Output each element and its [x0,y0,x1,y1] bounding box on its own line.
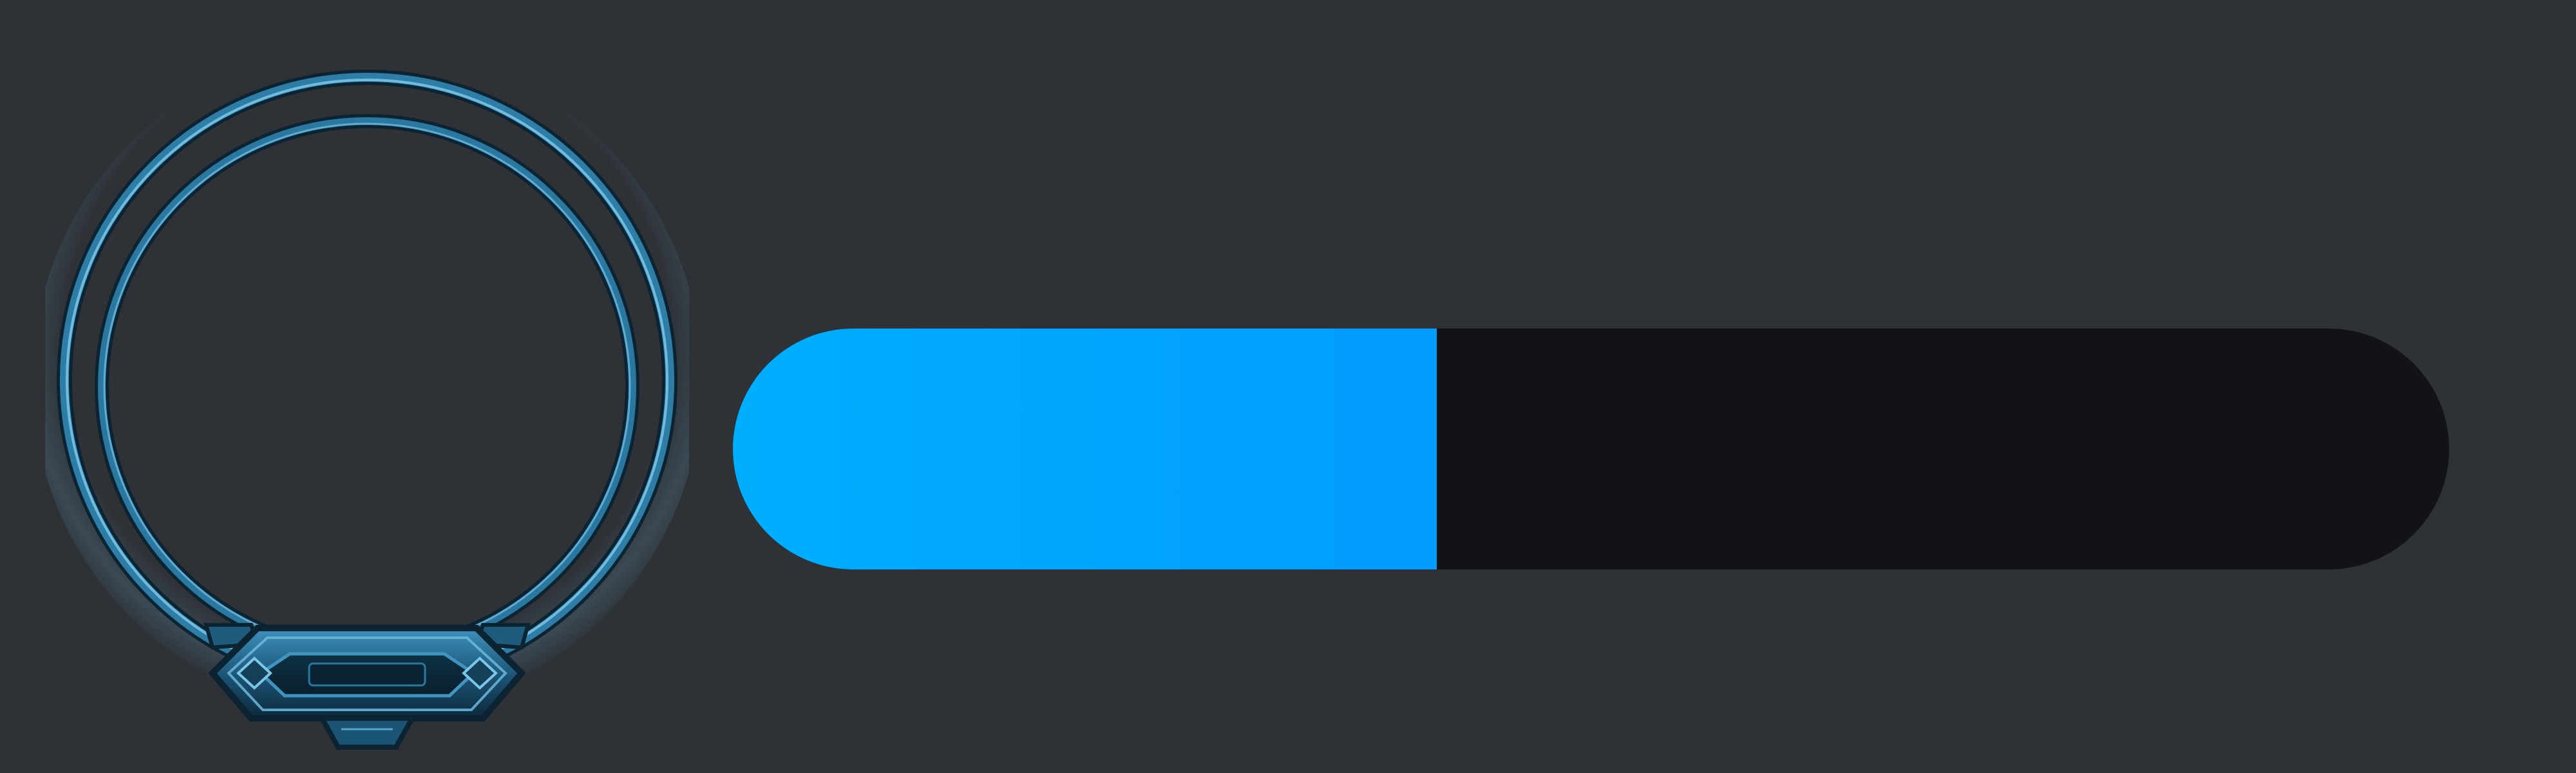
progress-fill [733,329,1437,569]
portrait-frame[interactable] [45,64,689,760]
progress-bar [733,329,2449,569]
ornate-ring-frame-icon [45,64,689,750]
